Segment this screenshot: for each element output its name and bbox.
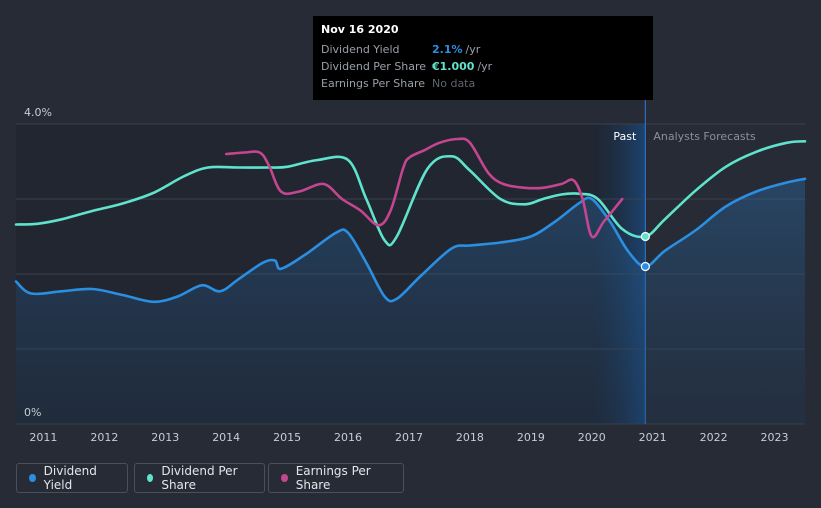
legend-label: Dividend Per Share — [161, 464, 238, 492]
x-tick-label: 2016 — [334, 431, 362, 444]
legend-item-earnings-per-share[interactable]: Earnings Per Share — [268, 463, 404, 493]
legend-item-dividend-yield[interactable]: Dividend Yield — [16, 463, 128, 493]
tooltip-label: Dividend Yield — [321, 43, 400, 56]
x-tick-label: 2023 — [761, 431, 789, 444]
tooltip-unit: /yr — [465, 43, 481, 56]
x-tick-label: 2015 — [273, 431, 301, 444]
tooltip-no-data: No data — [432, 77, 476, 90]
hover-tooltip: Nov 16 2020 Dividend Yield 2.1% /yr Divi… — [313, 16, 653, 100]
forecast-label: Analysts Forecasts — [653, 130, 756, 143]
legend-label: Dividend Yield — [43, 464, 97, 492]
tooltip-date: Nov 16 2020 — [321, 23, 399, 36]
dividend-per-share-line — [14, 140, 807, 247]
hover-point — [640, 231, 650, 242]
x-tick-label: 2011 — [29, 431, 57, 444]
x-tick-label: 2013 — [151, 431, 179, 444]
tooltip-row-dividend-yield: Dividend Yield 2.1% /yr — [321, 41, 645, 58]
legend-dot-icon — [281, 474, 288, 482]
legend-dot-icon — [147, 474, 154, 482]
earnings-per-share-line — [224, 137, 624, 239]
tooltip-label: Dividend Per Share — [321, 60, 427, 73]
y-axis-label: 4.0% — [24, 106, 52, 119]
x-tick-label: 2021 — [639, 431, 667, 444]
legend-label: Earnings Per Share — [295, 464, 371, 492]
dividend-yield-area — [16, 178, 805, 424]
tooltip-unit: /yr — [477, 60, 493, 73]
x-tick-label: 2022 — [700, 431, 728, 444]
x-tick-label: 2014 — [212, 431, 240, 444]
x-tick-label: 2020 — [578, 431, 606, 444]
past-label: Past — [613, 130, 637, 143]
x-tick-label: 2012 — [90, 431, 118, 444]
legend-item-dividend-per-share[interactable]: Dividend Per Share — [134, 463, 265, 493]
tooltip-row-earnings-per-share: Earnings Per Share No data — [321, 75, 645, 92]
y-axis-label: 0% — [24, 406, 41, 419]
tooltip-value: €1.000 — [432, 60, 475, 73]
hover-point — [640, 261, 650, 272]
x-tick-label: 2019 — [517, 431, 545, 444]
tooltip-label: Earnings Per Share — [321, 77, 426, 90]
legend-dot-icon — [29, 474, 36, 482]
tooltip-value: 2.1% — [432, 43, 463, 56]
x-tick-label: 2017 — [395, 431, 423, 444]
x-tick-label: 2018 — [456, 431, 484, 444]
tooltip-row-dividend-per-share: Dividend Per Share €1.000 /yr — [321, 58, 645, 75]
